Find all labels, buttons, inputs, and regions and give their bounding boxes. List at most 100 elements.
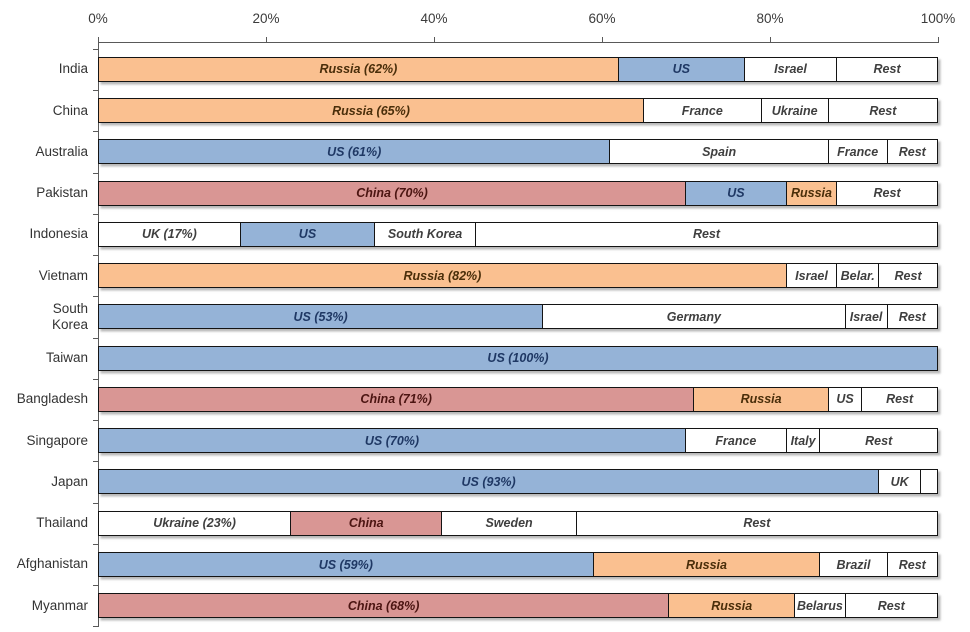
bar-segment-label: France [681, 103, 723, 118]
bar-segment: Russia (62%) [98, 56, 619, 82]
bar-segment-label: Rest [886, 392, 914, 407]
category-label: Thailand [36, 515, 88, 531]
category-label: South Korea [51, 300, 88, 332]
y-axis-tick [93, 255, 98, 257]
stacked-bar: Russia (62%) US Israel Rest [98, 56, 938, 82]
chart-row: Pakistan China (70%) US Russia Rest [0, 173, 970, 214]
stacked-bar: US (70%) France Italy Rest [98, 428, 938, 454]
chart-row: Bangladesh China (71%) Russia US Rest [0, 379, 970, 420]
chart-row: India Russia (62%) US Israel Rest [0, 49, 970, 90]
chart-row: China Russia (65%) France Ukraine Rest [0, 90, 970, 131]
bar-segment-label: US [298, 227, 317, 242]
bar-segment: US [240, 221, 376, 247]
y-axis-tick [93, 585, 98, 587]
x-axis-tick [938, 37, 939, 43]
bar-segment-label: Russia [740, 392, 782, 407]
bar-segment-label: Rest [898, 557, 926, 572]
stacked-bar: US (59%) Russia Brazil Rest [98, 552, 938, 578]
bar-segment-label: Russia (82%) [403, 268, 482, 283]
bar-segment: Rest [887, 552, 938, 578]
bar-segment-label: Rest [873, 186, 901, 201]
stacked-bar: Russia (65%) France Ukraine Rest [98, 98, 938, 124]
x-axis-tick-label: 20% [252, 11, 280, 26]
bar-segment: Rest [887, 304, 938, 330]
bar-segment: Russia [669, 593, 796, 619]
bar-segment: US [828, 386, 863, 412]
bar-segment-label: Rest [898, 144, 926, 159]
x-axis-tick-label: 60% [588, 11, 616, 26]
category-label: China [52, 102, 88, 118]
chart-row: Australia US (61%) Spain France Rest [0, 131, 970, 172]
category-label: Australia [35, 143, 88, 159]
bar-segment: Rest [820, 428, 938, 454]
stacked-bar: Ukraine (23%) China Sweden Rest [98, 510, 938, 536]
bar-segment-label: Rest [743, 516, 771, 531]
bar-segment-label: Spain [702, 144, 737, 159]
y-axis-tick [93, 48, 98, 50]
bar-segment: UK (17%) [98, 221, 241, 247]
bar-segment: Rest [887, 139, 938, 165]
bar-segment: Ukraine (23%) [98, 510, 292, 536]
bar-segment: Russia [786, 180, 838, 206]
bar-segment-label: Germany [666, 309, 721, 324]
bar-segment-label: South Korea [387, 227, 463, 242]
bar-segment: Rest [475, 221, 938, 247]
y-axis-tick [93, 296, 98, 298]
bar-segment-label: Rest [869, 103, 897, 118]
bar-segment: France [828, 139, 888, 165]
bar-segment: UK [879, 469, 922, 495]
x-axis-tick-label: 100% [920, 11, 956, 26]
x-axis-tick-label: 0% [88, 11, 108, 26]
bar-segment: Rest [862, 386, 938, 412]
bar-segment-label: US (100%) [487, 351, 549, 366]
bar-segment-label: Italy [790, 433, 816, 448]
bar-segment: US (53%) [98, 304, 544, 330]
chart-row: Taiwan US (100%) [0, 338, 970, 379]
bar-segment-label: Brazil [836, 557, 871, 572]
bar-segment: US (93%) [98, 469, 880, 495]
bar-segment: China [291, 510, 443, 536]
bar-segment: South Korea [375, 221, 476, 247]
stacked-bar: China (68%) Russia Belarus Rest [98, 593, 938, 619]
bar-segment-label: US (70%) [364, 433, 420, 448]
y-axis-tick [93, 461, 98, 463]
bar-segment-label: Ukraine (23%) [153, 516, 236, 531]
bar-segment: China (70%) [98, 180, 686, 206]
bar-segment-label: US [672, 62, 690, 77]
y-axis-tick [93, 378, 98, 380]
stacked-bar: US (53%) Germany Israel Rest [98, 304, 938, 330]
bar-segment-label: US (59%) [318, 557, 373, 572]
bar-segment: Ukraine [761, 98, 829, 124]
chart-row: Indonesia UK (17%) US South Korea Rest [0, 214, 970, 255]
bar-segment [921, 469, 938, 495]
bar-segment-label: China [348, 516, 384, 531]
category-label: Taiwan [45, 350, 88, 366]
stacked-bar: Russia (82%) Israel Belar. Rest [98, 263, 938, 289]
bar-segment: US (61%) [98, 139, 611, 165]
bar-segment-label: Belar. [840, 268, 875, 283]
y-axis-line [98, 37, 99, 628]
bar-segment-label: China (71%) [360, 392, 432, 407]
bar-segment-label: Sweden [485, 516, 533, 531]
stacked-bar: China (71%) Russia US Rest [98, 386, 938, 412]
chart-row: Thailand Ukraine (23%) China Sweden Rest [0, 503, 970, 544]
x-axis-tick [266, 37, 267, 43]
y-axis-tick [93, 543, 98, 545]
bar-segment-label: Rest [865, 433, 893, 448]
bar-segment-label: UK [890, 474, 909, 489]
bar-segment: Russia (65%) [98, 98, 644, 124]
bar-segment-label: Belarus [796, 598, 843, 613]
bar-segment: Israel [786, 263, 838, 289]
bar-segment-label: Israel [795, 268, 828, 283]
y-axis-tick [93, 626, 98, 628]
bar-segment: US (70%) [98, 428, 686, 454]
bar-segment: Belarus [795, 593, 846, 619]
category-label: Myanmar [31, 597, 88, 613]
category-label: Afghanistan [16, 556, 88, 572]
bar-segment: France [686, 428, 787, 454]
bar-segment-label: US [727, 186, 745, 201]
bar-segment: Rest [837, 56, 938, 82]
chart-row: Singapore US (70%) France Italy Rest [0, 420, 970, 461]
bar-segment-label: Rest [898, 309, 926, 324]
